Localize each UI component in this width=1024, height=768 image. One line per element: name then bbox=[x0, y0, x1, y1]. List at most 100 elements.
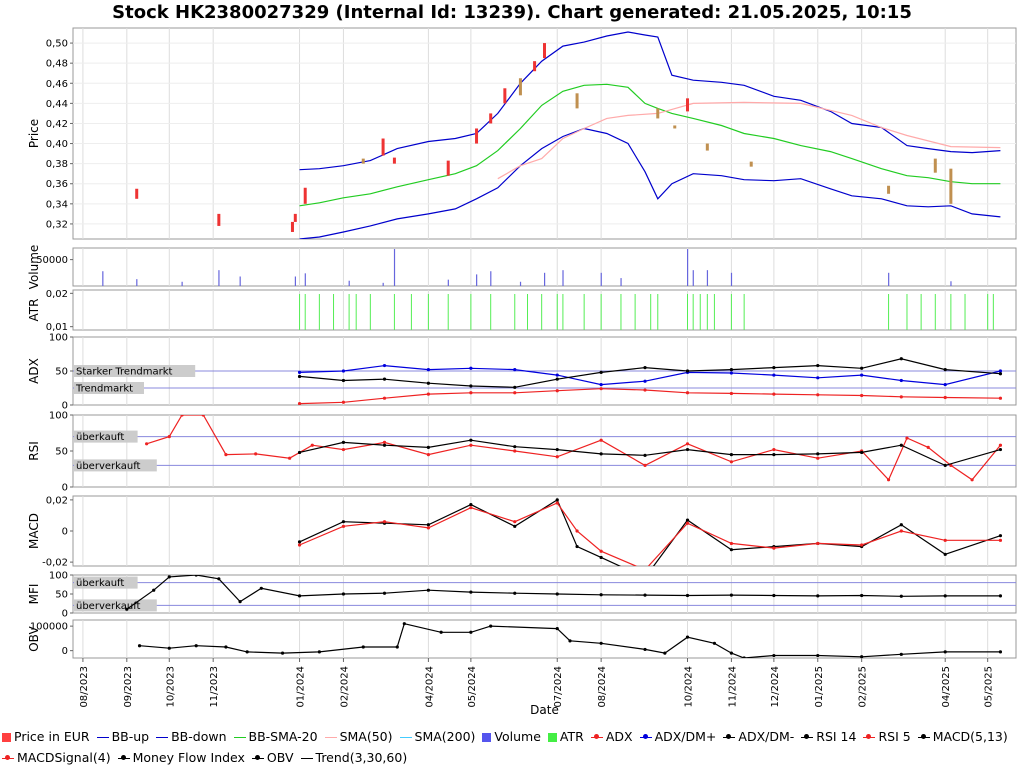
macd-point-macdsignal-4-11 bbox=[729, 541, 734, 546]
price-series-bb-down bbox=[299, 127, 1001, 239]
volume-bar-10 bbox=[447, 279, 449, 286]
price-candle-10 bbox=[489, 113, 493, 124]
legend-swatch bbox=[547, 733, 557, 742]
adx-point-adx-2 bbox=[382, 396, 387, 400]
obv-point-obv-26 bbox=[943, 650, 947, 654]
atr-bar-37 bbox=[987, 294, 989, 330]
atr-bar-29 bbox=[730, 294, 732, 330]
volume-ytick-label-0: 50000 bbox=[36, 255, 68, 266]
mfi-point-money-flow-index-16 bbox=[685, 593, 690, 598]
rsi-point-rsi-5-19 bbox=[816, 456, 820, 460]
adx-point-adx-dm-2 bbox=[382, 363, 387, 368]
macd-point-macdsignal-4-10 bbox=[685, 521, 690, 525]
mfi-point-money-flow-index-19 bbox=[816, 594, 820, 598]
legend-swatch bbox=[2, 733, 11, 742]
adx-ylabel: ADX bbox=[27, 358, 41, 384]
price-candle-0 bbox=[135, 188, 139, 199]
legend-item: BB-down bbox=[156, 726, 227, 747]
obv-point-obv-15 bbox=[599, 641, 603, 645]
adx-point-adx-4 bbox=[469, 391, 473, 395]
legend-item: ADX bbox=[590, 726, 633, 747]
obv-point-obv-16 bbox=[643, 647, 647, 652]
mfi-ylabel: MFI bbox=[27, 584, 41, 605]
x-tick-label-9: 08/2024 bbox=[597, 666, 608, 708]
rsi-under-label-bg bbox=[74, 459, 157, 472]
legend-label: OBV bbox=[266, 750, 294, 765]
macd-point-macdsignal-4-6 bbox=[555, 501, 559, 505]
mfi-point-money-flow-index-3 bbox=[194, 575, 198, 577]
price-candle-18 bbox=[686, 98, 690, 112]
legend-label: ADX bbox=[605, 729, 633, 744]
adx-point-adx-15 bbox=[943, 395, 947, 400]
price-ytick-label-1: 0,34 bbox=[46, 199, 68, 210]
macd-point-macd-5-13-3 bbox=[426, 523, 430, 527]
legend-item: BB-SMA-20 bbox=[233, 726, 318, 747]
adx-point-adx-8 bbox=[643, 388, 647, 392]
volume-bar-4 bbox=[239, 276, 241, 286]
adx-point-adx-dm-12 bbox=[816, 376, 820, 380]
rsi-point-rsi-14-0 bbox=[297, 450, 302, 455]
atr-bar-25 bbox=[692, 294, 694, 330]
price-ytick-label-4: 0,40 bbox=[46, 139, 68, 150]
rsi-point-rsi-5-2 bbox=[180, 415, 184, 417]
rsi-point-rsi-5-14 bbox=[599, 438, 603, 442]
atr-bar-24 bbox=[687, 294, 689, 330]
x-tick-label-2: 10/2023 bbox=[165, 666, 176, 708]
atr-bar-31 bbox=[888, 294, 890, 330]
price-ytick-label-7: 0,46 bbox=[46, 79, 68, 90]
x-tick-label-0: 08/2023 bbox=[79, 666, 90, 708]
atr-bar-4 bbox=[348, 294, 350, 330]
obv-point-obv-24 bbox=[860, 655, 864, 658]
x-tick-label-10: 10/2024 bbox=[684, 666, 695, 708]
macd-point-macdsignal-4-3 bbox=[426, 526, 430, 530]
atr-bar-9 bbox=[427, 294, 429, 330]
mfi-point-money-flow-index-11 bbox=[469, 590, 473, 594]
legend-label: ADX/DM+ bbox=[654, 729, 717, 744]
price-candle-17 bbox=[673, 125, 677, 129]
adx-point-adx-dm-13 bbox=[860, 366, 864, 370]
adx-point-adx-dm-5 bbox=[513, 385, 517, 389]
legend-item: BB-up bbox=[96, 726, 149, 747]
rsi-point-rsi-5-21 bbox=[886, 478, 891, 482]
adx-point-adx-dm-6 bbox=[555, 377, 559, 381]
legend-item: ADX/DM+ bbox=[639, 726, 717, 747]
mfi-point-money-flow-index-20 bbox=[860, 593, 864, 598]
x-tick-label-6: 04/2024 bbox=[424, 666, 435, 708]
rsi-over-label: überkauft bbox=[76, 432, 124, 443]
rsi-point-rsi-5-0 bbox=[145, 442, 149, 446]
x-tick-label-11: 11/2024 bbox=[727, 666, 738, 708]
x-tick-label-15: 04/2025 bbox=[941, 666, 952, 708]
adx-point-adx-7 bbox=[599, 387, 603, 391]
volume-bar-8 bbox=[382, 282, 384, 286]
obv-point-obv-0 bbox=[137, 644, 142, 648]
mfi-ytick-label-1: 50 bbox=[55, 590, 68, 601]
price-candle-19 bbox=[705, 143, 709, 151]
rsi-ytick-label-1: 50 bbox=[55, 447, 68, 458]
x-tick-label-14: 02/2025 bbox=[858, 666, 869, 708]
mfi-point-money-flow-index-4 bbox=[217, 577, 221, 581]
adx-point-adx-dm-15 bbox=[943, 383, 947, 387]
adx-point-adx-dm-15 bbox=[943, 368, 947, 372]
price-candle-11 bbox=[503, 88, 507, 104]
atr-bar-13 bbox=[514, 294, 516, 330]
rsi-point-rsi-5-8 bbox=[341, 447, 346, 452]
macd-point-macdsignal-4-15 bbox=[899, 529, 903, 533]
legend-label: MACDSignal(4) bbox=[17, 750, 111, 765]
legend-label: ATR bbox=[559, 729, 584, 744]
macd-point-macdsignal-4-9 bbox=[643, 568, 646, 571]
rsi-point-rsi-14-6 bbox=[555, 447, 559, 452]
legend-item: Money Flow Index bbox=[117, 747, 245, 768]
mfi-point-money-flow-index-8 bbox=[341, 592, 346, 596]
adx-point-adx-dm-0 bbox=[297, 374, 302, 379]
obv-point-obv-14 bbox=[568, 639, 572, 643]
macd-point-macdsignal-4-7 bbox=[575, 529, 579, 533]
rsi-point-rsi-14-16 bbox=[998, 447, 1003, 452]
atr-bar-7 bbox=[393, 294, 395, 330]
adx-point-adx-dm-10 bbox=[729, 371, 734, 375]
obv-point-obv-4 bbox=[245, 650, 249, 654]
chart-title: Stock HK2380027329 (Internal Id: 13239).… bbox=[112, 2, 912, 23]
atr-bar-35 bbox=[950, 294, 952, 330]
price-candle-12 bbox=[518, 78, 522, 96]
adx-point-adx-12 bbox=[816, 393, 820, 397]
adx-point-adx-dm-5 bbox=[513, 368, 517, 372]
